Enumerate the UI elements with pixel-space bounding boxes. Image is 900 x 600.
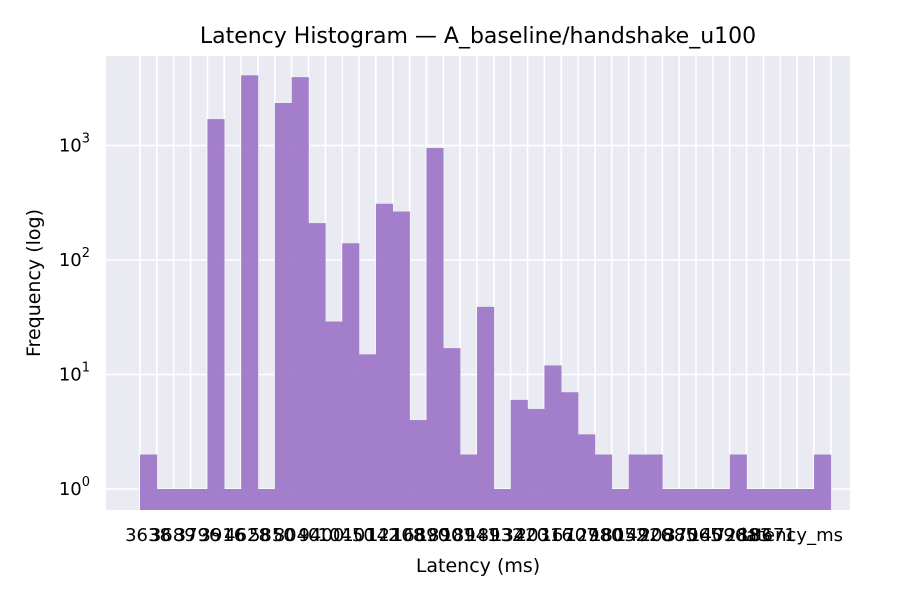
x-axis-ticks: 3638368937963916462858508040940010450101… [125, 525, 843, 546]
x-axis-label: Latency (ms) [416, 555, 540, 577]
histogram-bars [140, 75, 832, 511]
histogram-bar [780, 489, 798, 510]
x-tick-label: 12980 [565, 525, 622, 546]
histogram-bar [544, 365, 562, 510]
x-tick-label: 5850 [249, 525, 295, 546]
histogram-bar [443, 348, 461, 510]
histogram-bar [426, 148, 444, 510]
histogram-bar [510, 399, 528, 510]
histogram-bar [291, 77, 309, 510]
x-tick-label: 12108 [367, 525, 424, 546]
histogram-bar [746, 489, 764, 510]
x-tick-label: 3916 [199, 525, 245, 546]
x-tick-label: 10450 [318, 525, 375, 546]
histogram-bar [763, 489, 781, 510]
histogram-bar [359, 354, 377, 510]
histogram-bar [611, 489, 629, 510]
histogram-bar [375, 203, 394, 511]
y-axis-ticks: 100 101 102 103 [59, 132, 90, 501]
x-tick-label: 20316 [516, 525, 573, 546]
histogram-bar [140, 454, 158, 510]
histogram-bar [679, 489, 697, 510]
x-tick-label: 20885 [640, 525, 697, 546]
x-tick-label: 13420 [491, 525, 548, 546]
histogram-bar [257, 489, 276, 510]
y-tick-label: 102 [59, 246, 90, 271]
y-tick-label: 100 [59, 475, 90, 500]
histogram-bar [308, 223, 326, 510]
histogram-bar [814, 454, 832, 510]
histogram-bar [224, 489, 242, 510]
histogram-bar [561, 392, 579, 510]
x-tick-label: 9400 [298, 525, 344, 546]
histogram-bar [460, 454, 478, 510]
x-tick-label: 4628 [224, 525, 270, 546]
x-tick-label: 16890 [392, 525, 449, 546]
x-tick-label: 8040 [274, 525, 320, 546]
histogram-bar [342, 243, 360, 510]
x-tick-label: 18052 [590, 525, 647, 546]
histogram-bar [527, 408, 545, 510]
histogram-bar [594, 454, 613, 510]
histogram-bar [173, 489, 191, 510]
y-tick-label: 101 [59, 361, 90, 386]
histogram-bar [274, 103, 292, 511]
x-tick-label: 18901 [417, 525, 474, 546]
chart-title: Latency Histogram — A_baseline/handshake… [200, 24, 756, 49]
x-tick-label: 37065 [664, 525, 721, 546]
x-tick-label: 18941 [441, 525, 498, 546]
x-tick-label: 18932 [466, 525, 523, 546]
histogram-bar [241, 75, 259, 511]
histogram-bar [325, 321, 343, 510]
histogram-bar [493, 489, 511, 510]
histogram-bar [797, 489, 815, 510]
x-tick-label: 16707 [540, 525, 597, 546]
y-tick-label: 103 [59, 132, 90, 157]
x-tick-label: 3689 [150, 525, 196, 546]
x-tick-label: latency_ms [741, 525, 843, 546]
x-tick-label: 3638 [125, 525, 171, 546]
x-tick-label: 72883 [714, 525, 771, 546]
y-axis-label: Frequency (log) [23, 209, 45, 357]
histogram-bar [712, 489, 731, 510]
histogram-bar [207, 119, 225, 511]
histogram-bar [477, 306, 495, 510]
histogram-bar [645, 454, 663, 510]
histogram-bar [190, 489, 208, 510]
histogram-bar [729, 454, 747, 510]
x-tick-label: 3796 [175, 525, 221, 546]
x-tick-label: 10142 [342, 525, 399, 546]
histogram-bar [628, 454, 646, 510]
x-tick-label: 14096 [689, 525, 746, 546]
histogram-bar [156, 489, 174, 510]
histogram-bar [662, 489, 680, 510]
histogram-bar [578, 434, 596, 510]
x-tick-label: 14926 [615, 525, 672, 546]
histogram-bar [696, 489, 714, 510]
histogram-bar [409, 420, 427, 510]
histogram-bar [392, 211, 410, 511]
x-tick-label: 18671 [739, 525, 796, 546]
